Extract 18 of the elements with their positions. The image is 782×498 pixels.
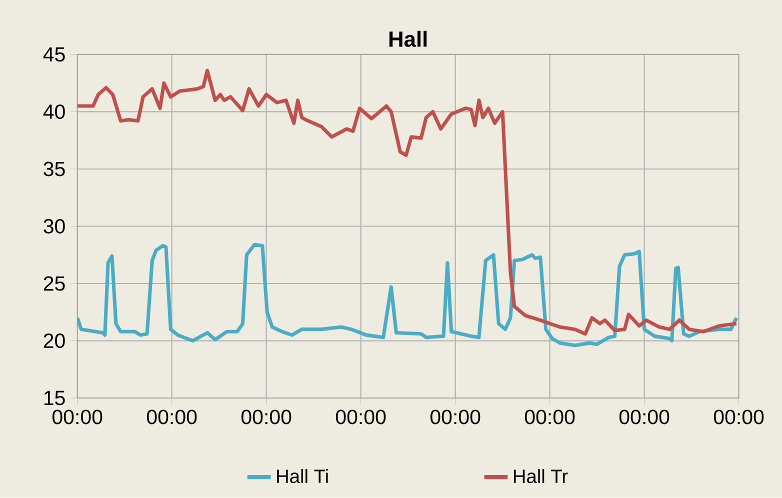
- x-tick-label: 00:00: [430, 410, 480, 424]
- y-tick-label: 20: [44, 334, 65, 348]
- x-tick-label: 00:00: [146, 410, 197, 424]
- x-tick-label: 00:00: [619, 410, 670, 424]
- x-tick-label: 00:00: [52, 410, 102, 424]
- y-tick-label: 15: [44, 391, 65, 406]
- chart-title: Hall: [389, 31, 427, 48]
- legend-label: Hall Tr: [514, 469, 568, 484]
- x-tick-label: 00:00: [524, 410, 575, 424]
- x-tick-label: 00:00: [241, 410, 292, 424]
- x-tick-label: 00:00: [336, 410, 386, 424]
- y-tick-label: 25: [44, 276, 65, 291]
- x-tick-label: 00:00: [714, 410, 764, 424]
- y-tick-label: 45: [43, 47, 65, 62]
- y-tick-label: 35: [44, 162, 65, 176]
- y-tick-label: 40: [43, 104, 65, 120]
- legend-label: Hall Ti: [277, 469, 328, 484]
- y-tick-label: 30: [44, 219, 65, 234]
